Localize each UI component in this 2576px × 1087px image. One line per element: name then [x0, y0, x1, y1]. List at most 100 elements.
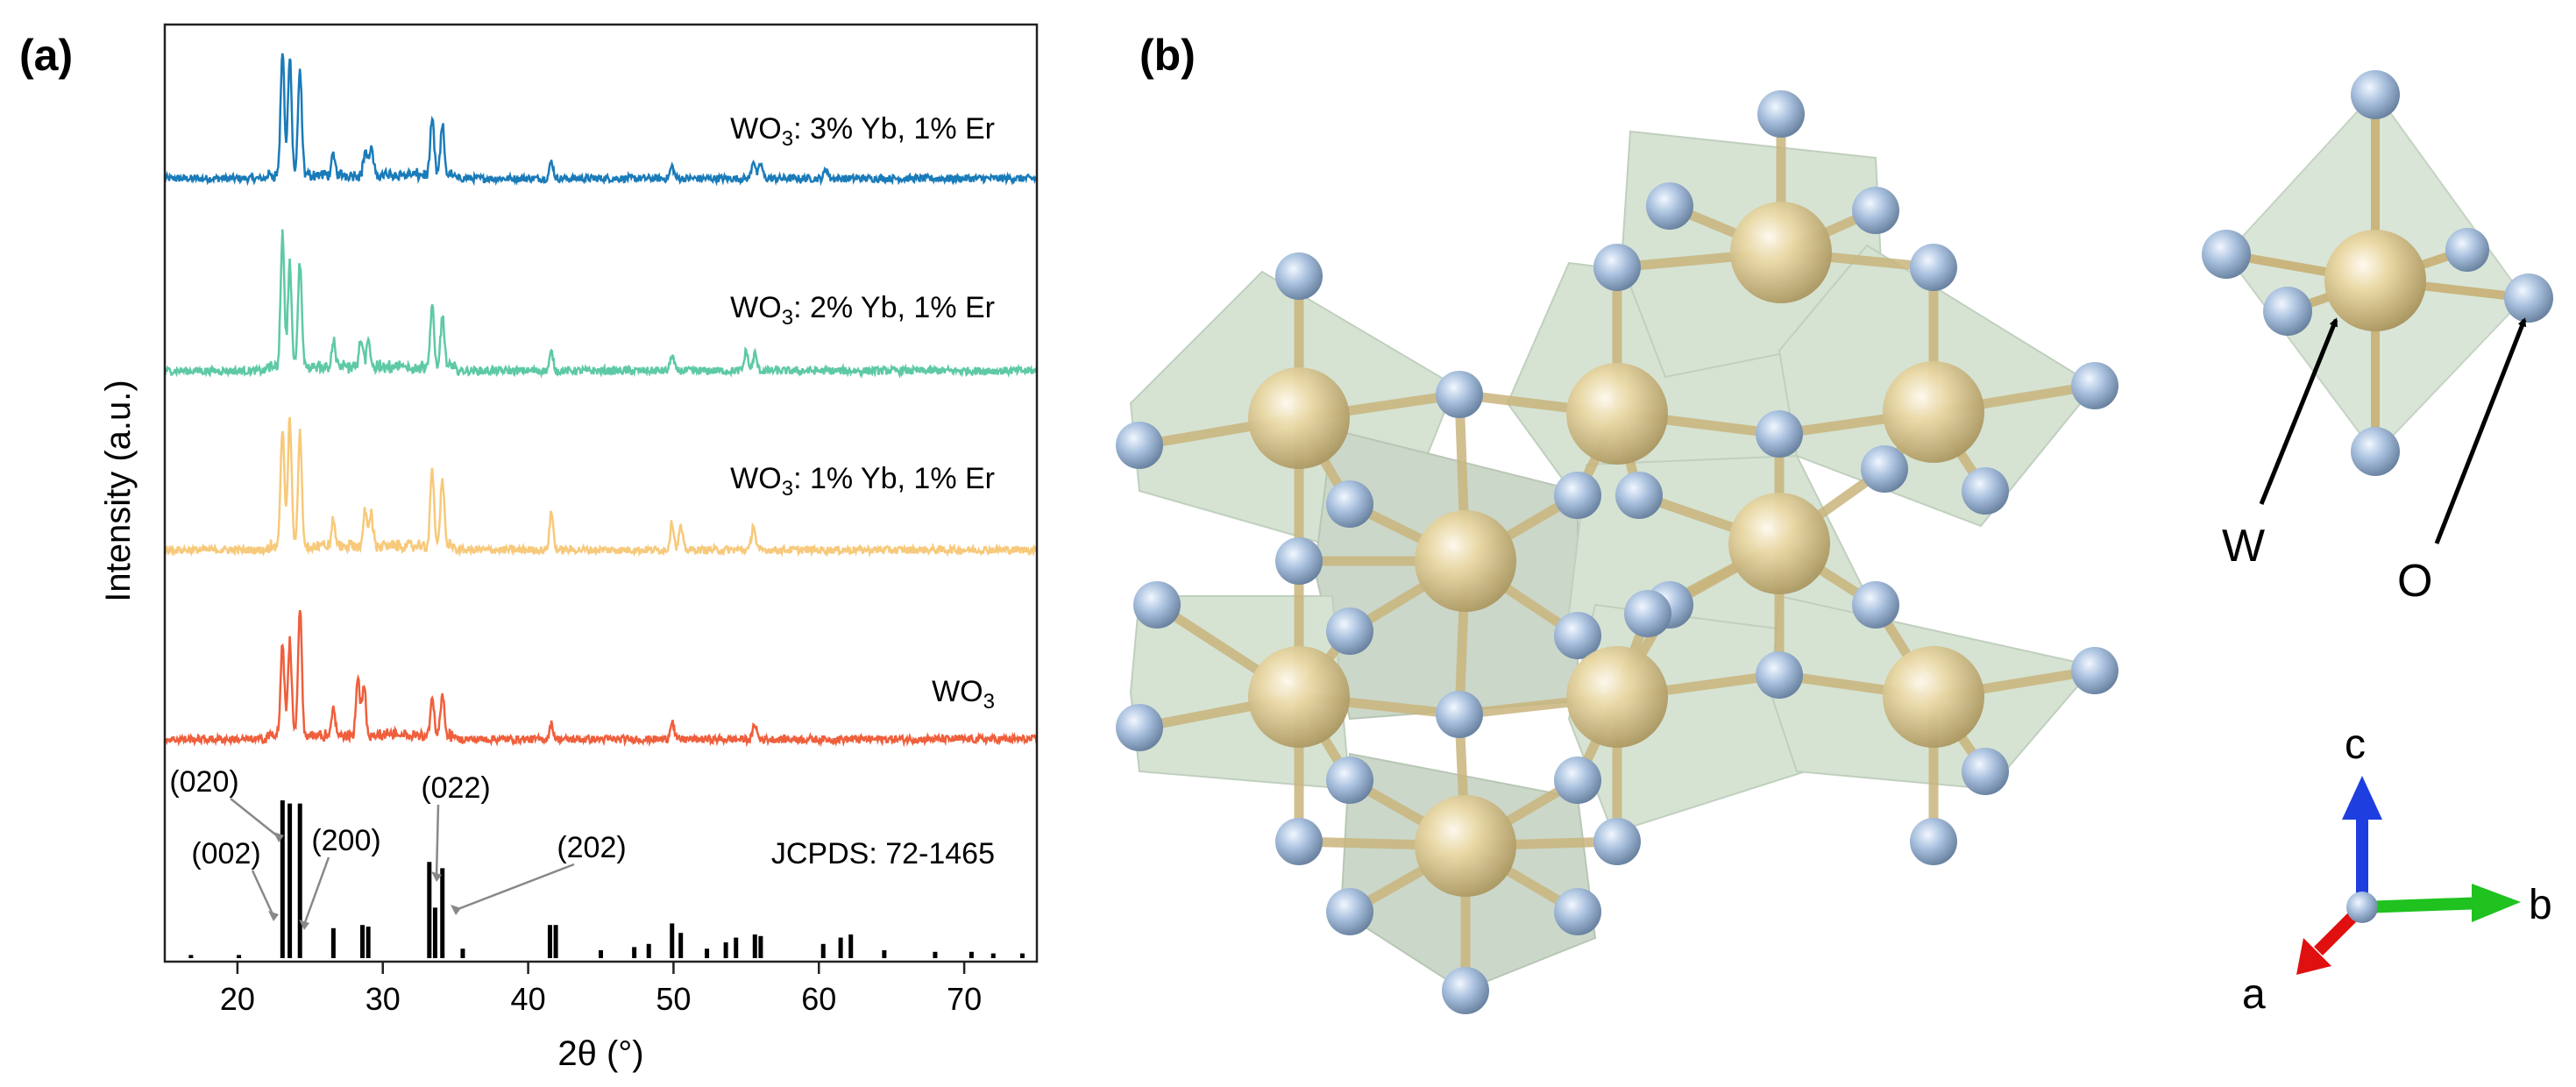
orientation-axes: c b a	[2242, 721, 2552, 1018]
o-atom	[1436, 691, 1483, 738]
x-tick-label: 70	[947, 981, 982, 1017]
w-atom	[1566, 363, 1668, 465]
o-atom	[2202, 230, 2251, 279]
hkl-annotation: (200)	[311, 824, 380, 857]
annotation-arrowhead	[273, 832, 284, 842]
series-label: WO3: 3% Yb, 1% Er	[730, 112, 995, 151]
series-label: WO3: 2% Yb, 1% Er	[730, 291, 995, 330]
b-axis-arrowhead	[2472, 884, 2521, 922]
x-tick-label: 30	[365, 981, 401, 1017]
x-tick-label: 40	[511, 981, 546, 1017]
annotation-arrowhead	[431, 871, 442, 882]
o-atom	[1756, 651, 1803, 699]
o-atom	[2351, 70, 2400, 119]
annotation-leader	[302, 856, 330, 926]
o-atom	[1275, 252, 1323, 300]
annotation-arrowhead	[451, 905, 461, 915]
o-atom	[1436, 371, 1483, 418]
series-line	[163, 416, 1039, 558]
o-atom	[1554, 612, 1601, 659]
o-atom	[1116, 422, 1163, 469]
o-atom	[1133, 581, 1181, 629]
o-atom	[1326, 607, 1373, 655]
annotation-leader	[251, 870, 275, 917]
w-atom	[2324, 230, 2426, 331]
series-label: WO3	[932, 675, 995, 714]
annotation-arrowhead	[268, 911, 279, 921]
annotation-leader	[455, 863, 575, 912]
x-tick-label: 50	[656, 981, 691, 1017]
a-label: a	[2242, 971, 2266, 1018]
o-atom	[1861, 445, 1908, 493]
o-atom	[1554, 888, 1601, 935]
annotation-leader	[435, 804, 440, 877]
o-atom	[1326, 757, 1373, 804]
o-atom	[2445, 228, 2489, 272]
o-atom	[1756, 410, 1803, 458]
o-atom	[1615, 472, 1663, 519]
w-atom	[1566, 646, 1668, 748]
o-atom	[1852, 581, 1899, 629]
series-label: WO3: 1% Yb, 1% Er	[730, 462, 995, 501]
o-atom	[1275, 818, 1323, 865]
o-atom	[1326, 888, 1373, 935]
w-atom	[1728, 493, 1830, 594]
o-atom	[1757, 90, 1805, 138]
o-atom	[1962, 467, 2009, 515]
o-atom	[1275, 537, 1323, 585]
hkl-annotation: (202)	[557, 831, 626, 864]
o-atom	[1116, 704, 1163, 751]
panel-b-label: (b)	[1139, 31, 1196, 80]
w-atom	[1415, 795, 1516, 897]
o-atom	[1326, 480, 1373, 528]
xrd-chart: WO3: 3% Yb, 1% Er WO3: 2% Yb, 1% Er WO3: 1…	[99, 23, 1039, 1073]
o-atom	[1442, 967, 1489, 1014]
o-atom	[2071, 362, 2118, 409]
y-axis-label: Intensity (a.u.)	[99, 380, 138, 601]
annotation-leader	[230, 798, 280, 838]
crystal-structure	[1116, 90, 2118, 1014]
o-atom	[1852, 187, 1899, 234]
annotation-arrowhead	[299, 920, 309, 930]
x-tick-label: 20	[220, 981, 255, 1017]
x-tick-label: 60	[801, 981, 836, 1017]
o-atom	[2071, 647, 2118, 694]
o-atom	[1910, 818, 1957, 865]
b-axis	[2361, 897, 2486, 913]
origin-atom	[2346, 892, 2378, 923]
o-pointer-arrow	[2434, 317, 2527, 544]
w-atom	[1248, 646, 1350, 748]
o-atom	[1554, 757, 1601, 804]
w-atom	[1883, 361, 1984, 463]
w-pointer-arrow	[2259, 317, 2338, 505]
o-atom	[2351, 427, 2400, 476]
hkl-annotation: (020)	[169, 765, 238, 799]
b-label: b	[2529, 882, 2552, 928]
hkl-annotation: (022)	[421, 771, 490, 805]
w-atom	[1248, 367, 1350, 469]
w-label: W	[2222, 521, 2265, 572]
atom-legend: W O	[2202, 70, 2553, 607]
o-atom	[1554, 472, 1601, 519]
plot-frame	[163, 23, 1039, 963]
c-axis-arrowhead	[2342, 776, 2382, 820]
reference-label: JCPDS: 72-1465	[771, 837, 995, 870]
w-atom	[1415, 510, 1516, 612]
w-atom	[1883, 646, 1984, 748]
o-label: O	[2397, 556, 2432, 607]
series-line	[163, 609, 1039, 748]
o-atom	[1624, 590, 1671, 637]
o-atom	[1593, 244, 1641, 291]
o-atom	[1646, 182, 1693, 230]
a-axis-arrowhead	[2296, 938, 2331, 975]
series-line	[163, 53, 1038, 187]
atoms-layer	[1116, 90, 2118, 1014]
o-atom	[1962, 748, 2009, 795]
o-atom	[1593, 818, 1641, 865]
hkl-annotation: (002)	[191, 837, 260, 870]
c-label: c	[2345, 721, 2366, 768]
o-atom	[2504, 274, 2553, 323]
o-atom	[2263, 287, 2312, 336]
x-axis-label: 2θ (°)	[557, 1034, 643, 1073]
